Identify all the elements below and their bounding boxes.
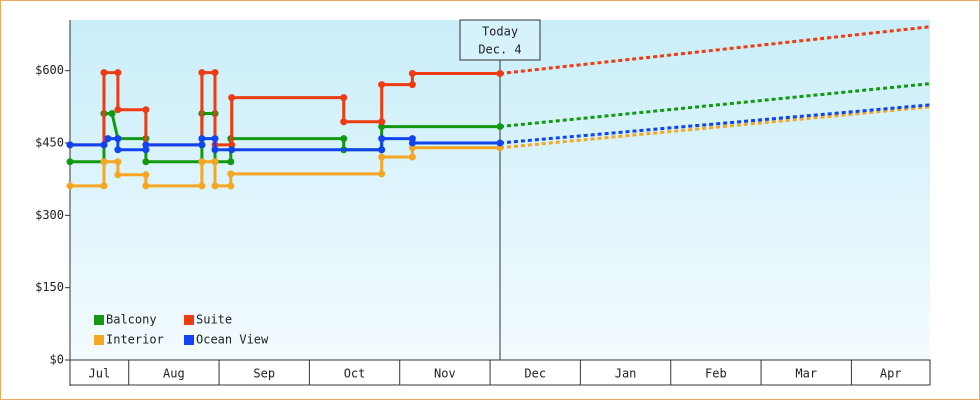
data-point [108,110,116,118]
x-tick-label: Mar [795,367,817,381]
data-point [114,106,122,114]
data-point [211,146,219,154]
projection-line [499,105,931,150]
y-tick-label: $450 [35,135,64,149]
x-axis-band [69,359,931,386]
x-tick-label: Aug [163,367,185,381]
data-point [114,171,122,179]
x-tick-label: Sep [253,367,275,381]
x-tick-label: Jul [89,367,111,381]
data-point [408,139,416,147]
data-point [100,69,108,77]
data-point [211,69,219,77]
legend-swatch [184,335,194,345]
data-point [496,70,504,78]
series-line [70,71,500,147]
data-point [408,70,416,78]
data-point [228,141,236,149]
legend-label: Ocean View [196,333,269,347]
data-point [378,123,386,131]
data-point [340,94,348,102]
data-point [228,94,236,102]
data-point [228,146,236,154]
x-tick-label: Apr [880,367,902,381]
y-tick-label: $300 [35,208,64,222]
data-point [408,81,416,89]
data-point [66,182,74,190]
data-point [114,135,122,143]
data-point [340,118,348,126]
data-point [100,182,108,190]
legend-swatch [94,335,104,345]
data-point [496,123,504,131]
data-point [408,153,416,161]
data-point [66,141,74,149]
data-point [100,141,108,149]
projection-line [499,25,931,76]
data-point [378,170,386,178]
data-point [198,141,206,149]
data-point [378,153,386,161]
projection-line [499,82,931,129]
data-point [211,182,219,190]
legend-label: Balcony [106,313,157,327]
x-tick-label: Jan [615,367,637,381]
data-point [100,158,108,166]
x-tick-label: Nov [434,367,456,381]
today-box [459,19,541,61]
data-point [114,69,122,77]
data-point [198,135,206,143]
data-point [114,158,122,166]
data-point [142,146,150,154]
data-point [227,182,235,190]
data-point [496,144,504,152]
legend-swatch [184,315,194,325]
data-point [142,182,150,190]
data-point [496,139,504,147]
y-tick-label: $150 [35,280,64,294]
data-point [66,158,74,166]
data-point [378,118,386,126]
legend-swatch [94,315,104,325]
x-tick-label: Dec [524,367,546,381]
data-point [378,135,386,143]
data-point [142,158,150,166]
data-point [198,69,206,77]
data-point [408,144,416,152]
data-point [142,171,150,179]
data-point [211,158,219,166]
data-point [227,170,235,178]
data-point [104,135,112,143]
data-point [340,135,348,143]
data-point [378,146,386,154]
legend-label: Interior [106,333,164,347]
today-label: Today [482,25,518,39]
legend-label: Suite [196,313,232,327]
data-point [227,158,235,166]
data-point [114,146,122,154]
y-tick-label: $600 [35,63,64,77]
data-point [142,106,150,114]
today-label: Dec. 4 [478,43,521,57]
data-point [198,182,206,190]
data-point [142,141,150,149]
y-tick-label: $0 [50,353,64,367]
data-point [198,158,206,166]
x-tick-label: Oct [344,367,366,381]
x-tick-label: Feb [705,367,727,381]
data-point [378,81,386,89]
projection-line [499,103,931,145]
data-point [211,135,219,143]
